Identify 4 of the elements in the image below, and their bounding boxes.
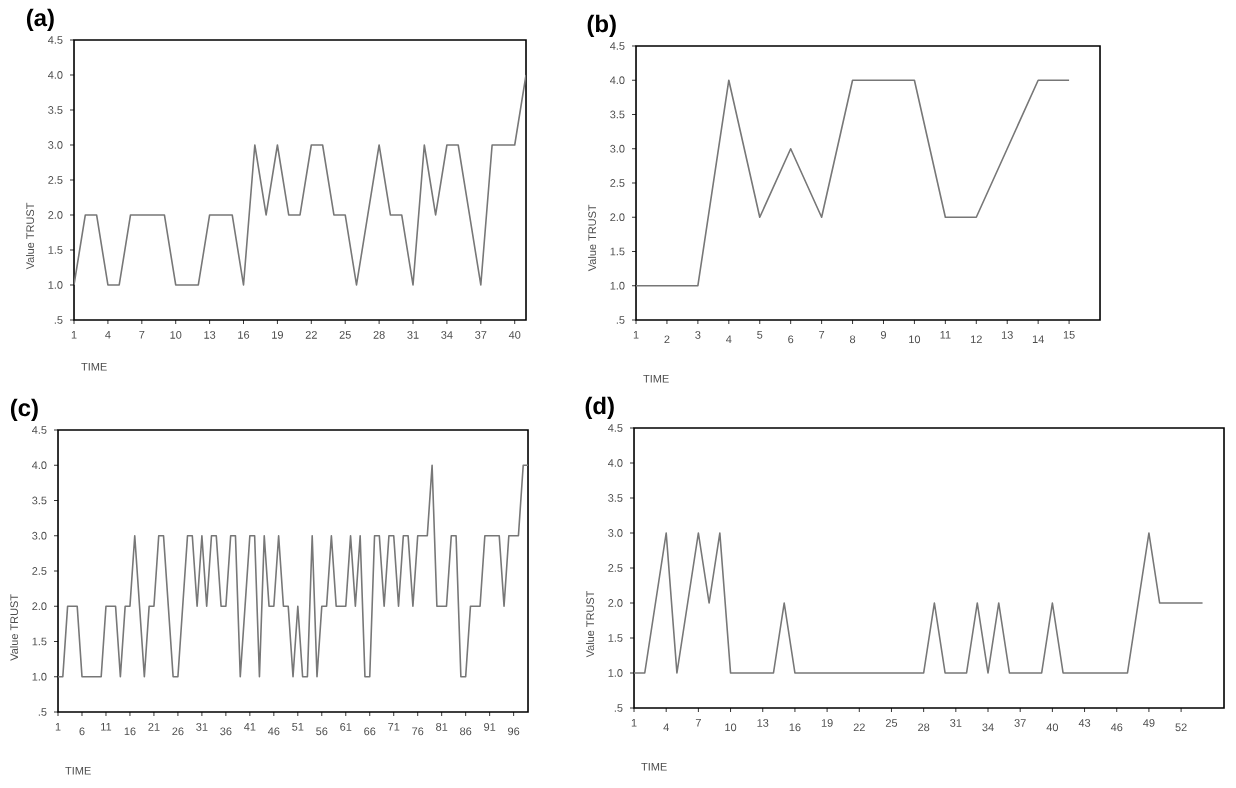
chart-title: (a): [26, 8, 54, 32]
chart-title: (d): [585, 396, 614, 420]
chart-title: (c): [10, 398, 38, 422]
chart-title: (b): [587, 14, 616, 38]
